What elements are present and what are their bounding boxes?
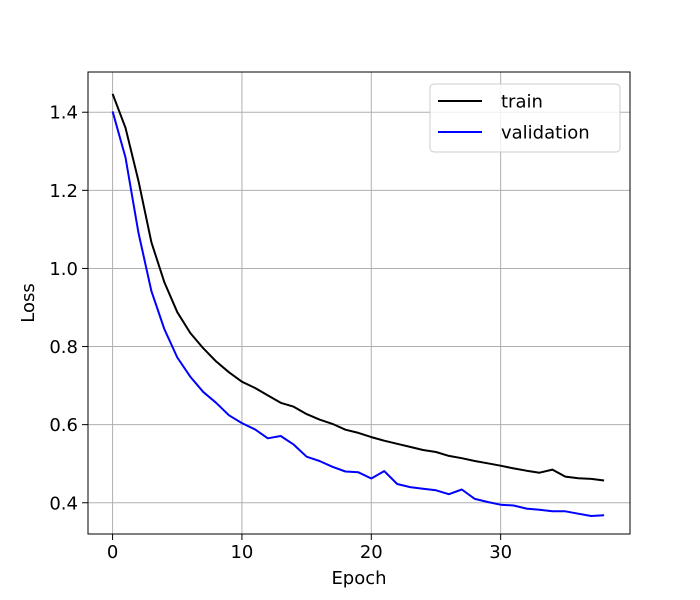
series-line-validation — [111, 111, 605, 517]
y-tick-label: 1.0 — [49, 259, 78, 280]
y-axis-ticks: 0.4 0.6 0.8 1.0 1.2 1.4 — [49, 103, 88, 514]
y-tick-label: 0.8 — [49, 337, 78, 358]
y-tick-label: 1.4 — [49, 103, 78, 124]
x-axis-ticks: 0 10 20 30 — [107, 534, 512, 563]
x-tick-label: 10 — [230, 542, 253, 563]
legend: train validation — [429, 83, 621, 153]
series-line-train — [111, 93, 605, 482]
y-tick-label: 0.4 — [49, 493, 78, 514]
y-tick-label: 0.6 — [49, 415, 78, 436]
x-tick-label: 30 — [489, 542, 512, 563]
plot-frame — [87, 71, 631, 535]
y-axis-title: Loss — [18, 283, 39, 322]
x-axis-title: Epoch — [331, 568, 386, 589]
x-tick-label: 20 — [360, 542, 383, 563]
series-lines — [111, 93, 605, 517]
y-tick-label: 1.2 — [49, 181, 78, 202]
legend-label-train: train — [501, 92, 543, 113]
x-tick-label: 0 — [107, 542, 118, 563]
legend-label-validation: validation — [501, 123, 590, 144]
